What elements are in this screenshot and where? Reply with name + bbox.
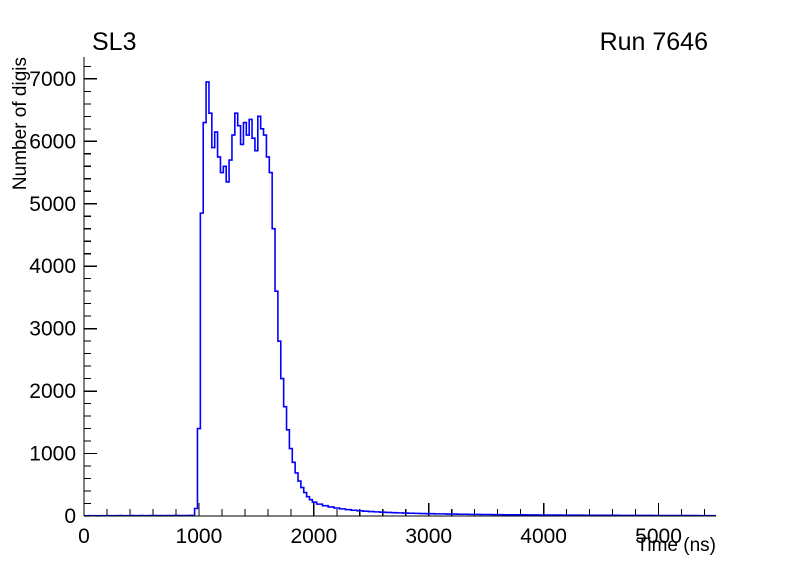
x-axis-title: Time (ns) [636,535,716,556]
pad-title-right: Run 7646 [600,28,708,56]
y-tick-label: 1000 [29,443,76,466]
x-tick-label: 3000 [405,525,452,548]
y-axis-title: Number of digis [10,57,31,190]
y-tick-label: 6000 [29,130,76,153]
y-tick-label: 5000 [29,193,76,216]
y-tick-label: 2000 [29,380,76,403]
y-axis-minor-ticks [84,65,91,505]
pad-title-left: SL3 [92,28,136,56]
y-tick-label: 0 [64,505,76,528]
x-tick-label: 5000 [635,525,682,548]
x-tick-label: 4000 [520,525,567,548]
y-axis-tick-labels: 0 1000 2000 3000 4000 5000 6000 7000 [29,68,76,528]
y-tick-label: 4000 [29,255,76,278]
x-tick-label: 2000 [290,525,337,548]
x-tick-label: 1000 [176,525,223,548]
y-axis-major-ticks [84,78,97,517]
y-tick-label: 7000 [29,68,76,91]
y-tick-label: 3000 [29,318,76,341]
x-tick-label: 0 [78,525,90,548]
x-axis-tick-labels: 0 1000 2000 3000 4000 5000 [78,525,682,548]
